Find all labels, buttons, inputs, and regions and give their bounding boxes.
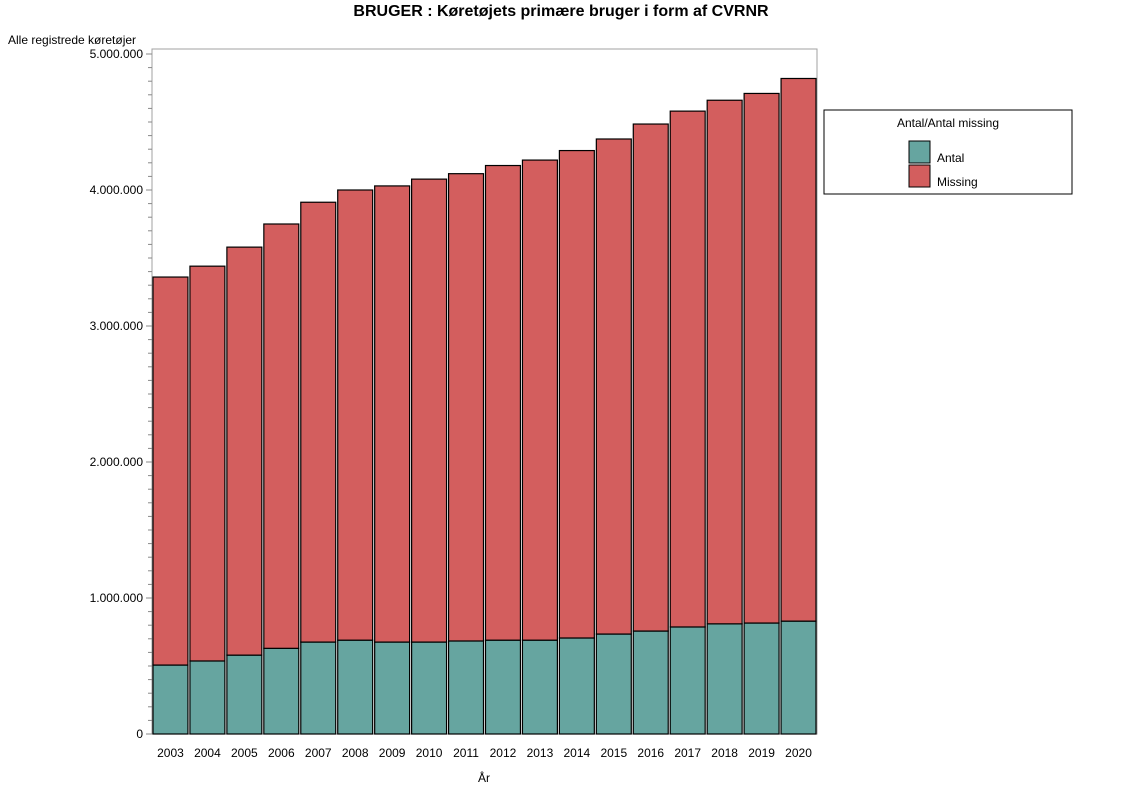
legend-label-missing: Missing bbox=[937, 175, 978, 189]
y-tick-label: 4.000.000 bbox=[90, 183, 144, 197]
bar-missing-2004 bbox=[189, 265, 226, 662]
bar-missing-2017 bbox=[669, 110, 706, 628]
legend: Antal/Antal missing Antal Missing bbox=[823, 109, 1073, 195]
bar-antal-2014 bbox=[558, 637, 595, 735]
x-tick-label: 2013 bbox=[527, 746, 554, 760]
y-axis-label: Alle registrede køretøjer bbox=[8, 33, 136, 47]
x-tick-label: 2008 bbox=[342, 746, 369, 760]
bar-missing-2013 bbox=[521, 159, 558, 641]
bar-missing-2003 bbox=[152, 276, 189, 666]
bar-antal-2004 bbox=[189, 660, 226, 735]
x-tick-label: 2016 bbox=[637, 746, 664, 760]
bar-antal-2016 bbox=[632, 630, 669, 735]
y-tick-label: 0 bbox=[136, 727, 143, 741]
bar-missing-2011 bbox=[447, 173, 485, 642]
y-tick-label: 2.000.000 bbox=[90, 455, 144, 469]
y-tick-label: 5.000.000 bbox=[90, 47, 144, 61]
bar-antal-2005 bbox=[226, 654, 263, 735]
bar-missing-2018 bbox=[706, 99, 743, 625]
x-tick-label: 2004 bbox=[194, 746, 221, 760]
bar-missing-2005 bbox=[226, 246, 263, 656]
x-tick-label: 2005 bbox=[231, 746, 258, 760]
bar-antal-2019 bbox=[743, 622, 780, 735]
x-tick-label: 2011 bbox=[453, 746, 479, 760]
bar-missing-2016 bbox=[632, 123, 669, 632]
y-axis: 0 1.000.000 2.000.000 3.000.000 4.000.000 5.0… bbox=[90, 47, 152, 741]
plot-frame bbox=[151, 48, 818, 735]
bar-missing-2015 bbox=[595, 138, 632, 635]
bars bbox=[152, 77, 817, 735]
legend-label-antal: Antal bbox=[937, 151, 964, 165]
bar-missing-2010 bbox=[411, 178, 448, 643]
bar-missing-2006 bbox=[263, 223, 300, 649]
bar-antal-2015 bbox=[595, 633, 632, 735]
x-tick-label: 2012 bbox=[490, 746, 517, 760]
x-tick-label: 2010 bbox=[416, 746, 443, 760]
bar-antal-2012 bbox=[484, 639, 522, 735]
bar-antal-2010 bbox=[411, 641, 448, 735]
x-tick-label: 2006 bbox=[268, 746, 295, 760]
x-axis: 2003 2004 2005 2006 2007 2008 2009 2010 2011 2012… bbox=[157, 746, 812, 760]
legend-box bbox=[823, 109, 1073, 195]
bar-antal-2009 bbox=[374, 641, 411, 735]
y-tick-label: 1.000.000 bbox=[90, 591, 144, 605]
bar-missing-2008 bbox=[337, 189, 374, 641]
bar-antal-2003 bbox=[152, 664, 189, 735]
bar-antal-2011 bbox=[447, 640, 485, 735]
bar-antal-2017 bbox=[669, 626, 706, 735]
bar-missing-2014 bbox=[558, 149, 595, 639]
bar-missing-2009 bbox=[374, 185, 411, 643]
bar-missing-2019 bbox=[743, 92, 780, 624]
bar-antal-2007 bbox=[300, 641, 337, 735]
x-axis-label: År bbox=[478, 770, 490, 785]
bar-missing-2007 bbox=[300, 201, 337, 643]
bar-antal-2006 bbox=[263, 647, 300, 735]
bar-antal-2013 bbox=[521, 639, 558, 735]
bar-antal-2020 bbox=[780, 620, 817, 735]
bar-missing-2020 bbox=[780, 77, 817, 622]
chart-title: BRUGER : Køretøjets primære bruger i for… bbox=[353, 3, 769, 20]
legend-swatch-antal bbox=[908, 140, 931, 164]
x-tick-label: 2017 bbox=[674, 746, 701, 760]
x-tick-label: 2015 bbox=[600, 746, 627, 760]
legend-swatch-missing bbox=[908, 164, 931, 188]
bar-antal-2018 bbox=[706, 623, 743, 735]
bar-missing-2012 bbox=[484, 164, 522, 641]
x-tick-label: 2009 bbox=[379, 746, 406, 760]
x-tick-label: 2020 bbox=[785, 746, 812, 760]
x-tick-label: 2019 bbox=[748, 746, 775, 760]
x-tick-label: 2014 bbox=[564, 746, 591, 760]
bar-antal-2008 bbox=[337, 639, 374, 735]
legend-title: Antal/Antal missing bbox=[897, 116, 999, 130]
x-tick-label: 2018 bbox=[711, 746, 738, 760]
x-tick-label: 2003 bbox=[157, 746, 184, 760]
y-tick-label: 3.000.000 bbox=[90, 319, 144, 333]
x-tick-label: 2007 bbox=[305, 746, 332, 760]
